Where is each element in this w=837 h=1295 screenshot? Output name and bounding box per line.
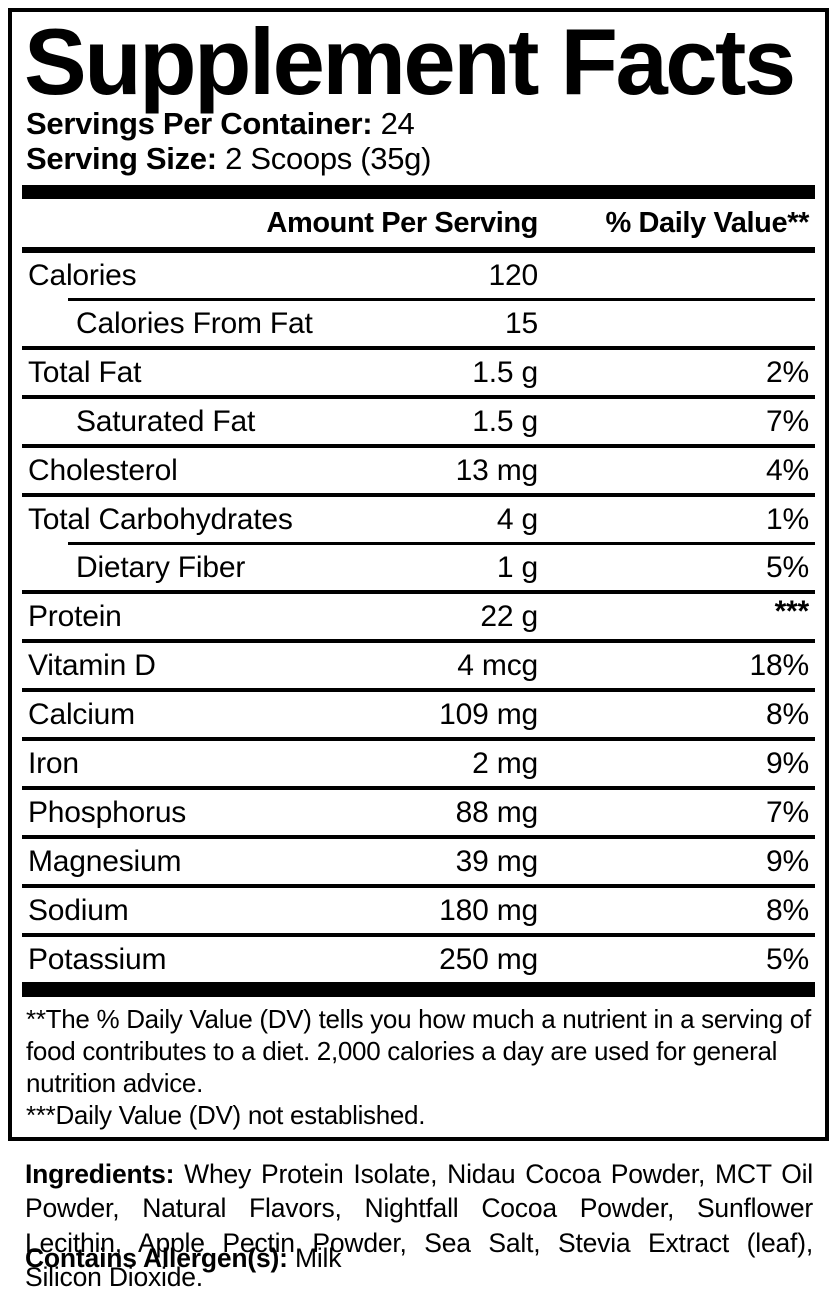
- allergen-statement: Contains Allergen(s): Milk: [25, 1243, 813, 1275]
- table-row: Calories 120: [22, 253, 815, 298]
- row-amount-per-serving: 120: [488, 258, 539, 292]
- panel-title: Supplement Facts: [24, 9, 796, 114]
- row-nutrient-name: Magnesium: [28, 844, 182, 878]
- nutrient-table: Calories 120 Calories From Fat 15 Total …: [22, 253, 815, 982]
- row-separator: [22, 395, 815, 400]
- column-header-amount-per-serving: Amount Per Serving: [266, 206, 538, 239]
- row-separator: [68, 298, 815, 302]
- table-row: Total Carbohydrates 4 g 1%: [22, 497, 815, 542]
- row-nutrient-name: Vitamin D: [28, 648, 156, 682]
- row-daily-value: 5%: [766, 942, 809, 976]
- row-amount-per-serving: 22 g: [480, 599, 538, 633]
- servings-per-container-line: Servings Per Container: 24: [26, 106, 815, 141]
- row-nutrient-name: Calories: [28, 258, 137, 292]
- row-amount-per-serving: 88 mg: [455, 795, 539, 829]
- table-row: Phosphorus 88 mg 7%: [22, 790, 815, 835]
- row-amount-per-serving: 1.5 g: [472, 404, 538, 438]
- row-daily-value: 2%: [766, 355, 809, 389]
- row-separator: [22, 639, 815, 644]
- row-daily-value: 8%: [766, 893, 809, 927]
- table-row: Protein 22 g ***: [22, 594, 815, 639]
- row-amount-per-serving: 39 mg: [455, 844, 539, 878]
- row-nutrient-name: Potassium: [28, 942, 167, 976]
- row-amount-per-serving: 13 mg: [455, 453, 539, 487]
- row-separator: [22, 737, 815, 742]
- column-header-daily-value: % Daily Value**: [605, 206, 809, 239]
- row-separator: [22, 933, 815, 938]
- ingredients-label: Ingredients:: [25, 1159, 175, 1189]
- divider-thick-top: [22, 185, 815, 200]
- table-row: Calcium 109 mg 8%: [22, 692, 815, 737]
- divider-thick-bottom: [22, 982, 815, 998]
- footnote-not-established: ***Daily Value (DV) not established.: [26, 1099, 426, 1130]
- row-amount-per-serving: 4 g: [496, 502, 538, 536]
- servings-per-container-value: 24: [380, 106, 415, 142]
- row-amount-per-serving: 15: [505, 306, 538, 340]
- row-amount-per-serving: 2 mg: [472, 746, 538, 780]
- table-row: Cholesterol 13 mg 4%: [22, 448, 815, 493]
- row-nutrient-name: Calories From Fat: [76, 306, 313, 340]
- allergen-value: Milk: [294, 1243, 342, 1273]
- supplement-facts-panel: Supplement Facts Servings Per Container:…: [8, 8, 829, 1142]
- table-row: Total Fat 1.5 g 2%: [22, 350, 815, 395]
- table-header-row: Amount Per Serving % Daily Value**: [22, 199, 815, 247]
- row-amount-per-serving: 1 g: [496, 550, 538, 584]
- row-nutrient-name: Sodium: [28, 893, 129, 927]
- serving-size-label: Serving Size:: [26, 141, 217, 177]
- row-daily-value: 9%: [766, 844, 809, 878]
- row-nutrient-name: Total Carbohydrates: [28, 502, 293, 536]
- row-daily-value: 7%: [766, 795, 809, 829]
- servings-per-container-label: Servings Per Container:: [26, 106, 373, 142]
- row-nutrient-name: Calcium: [28, 697, 135, 731]
- row-separator: [22, 444, 815, 449]
- row-daily-value: 18%: [749, 648, 810, 682]
- row-daily-value: ***: [774, 595, 810, 629]
- divider-medium: [22, 247, 815, 254]
- row-amount-per-serving: 1.5 g: [472, 355, 538, 389]
- row-nutrient-name: Cholesterol: [28, 453, 178, 487]
- row-daily-value: 8%: [766, 697, 809, 731]
- row-daily-value: 9%: [766, 746, 809, 780]
- row-daily-value: 4%: [766, 453, 809, 487]
- allergen-label: Contains Allergen(s):: [25, 1243, 288, 1273]
- row-amount-per-serving: 109 mg: [439, 697, 538, 731]
- table-row: Sodium 180 mg 8%: [22, 888, 815, 933]
- footnotes: **The % Daily Value (DV) tells you how m…: [26, 1004, 811, 1131]
- table-row: Vitamin D 4 mcg 18%: [22, 643, 815, 688]
- row-amount-per-serving: 250 mg: [439, 942, 538, 976]
- row-nutrient-name: Protein: [28, 599, 122, 633]
- row-daily-value: 7%: [766, 404, 809, 438]
- row-nutrient-name: Total Fat: [28, 355, 142, 389]
- row-nutrient-name: Saturated Fat: [76, 404, 256, 438]
- row-separator: [22, 688, 815, 693]
- table-row: Magnesium 39 mg 9%: [22, 839, 815, 884]
- row-separator: [68, 542, 815, 546]
- row-separator: [22, 835, 815, 840]
- table-row: Dietary Fiber 1 g 5%: [22, 545, 815, 590]
- serving-size-line: Serving Size: 2 Scoops (35g): [26, 141, 815, 176]
- row-amount-per-serving: 4 mcg: [457, 648, 538, 682]
- row-nutrient-name: Iron: [28, 746, 79, 780]
- table-row: Iron 2 mg 9%: [22, 741, 815, 786]
- row-nutrient-name: Phosphorus: [28, 795, 187, 829]
- row-separator: [22, 884, 815, 889]
- row-daily-value: 1%: [766, 502, 809, 536]
- row-separator: [22, 590, 815, 595]
- row-daily-value: 5%: [766, 550, 809, 584]
- row-separator: [22, 346, 815, 351]
- footnote-daily-value: **The % Daily Value (DV) tells you how m…: [26, 1004, 811, 1098]
- row-separator: [22, 786, 815, 791]
- row-nutrient-name: Dietary Fiber: [76, 550, 246, 584]
- table-row: Saturated Fat 1.5 g 7%: [22, 399, 815, 444]
- table-row: Potassium 250 mg 5%: [22, 937, 815, 982]
- table-row: Calories From Fat 15: [22, 301, 815, 346]
- serving-size-value: 2 Scoops (35g): [225, 141, 432, 177]
- row-separator: [22, 493, 815, 498]
- row-amount-per-serving: 180 mg: [439, 893, 538, 927]
